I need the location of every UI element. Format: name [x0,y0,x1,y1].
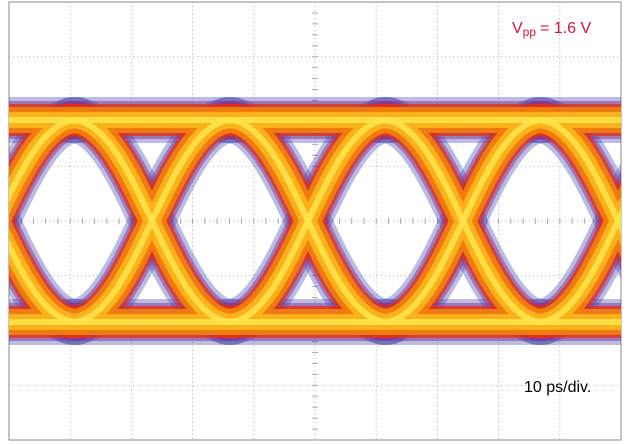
page: Vpp= 1.6 V 10 ps/div. (() => { const dat… [0,0,630,444]
oscilloscope-screen: Vpp= 1.6 V 10 ps/div. [0,0,630,444]
amplitude-value: = 1.6 V [540,20,591,37]
timebase-label: 10 ps/div. [524,379,591,396]
amplitude-symbol: V [512,20,523,37]
amplitude-subscript: pp [523,25,537,39]
